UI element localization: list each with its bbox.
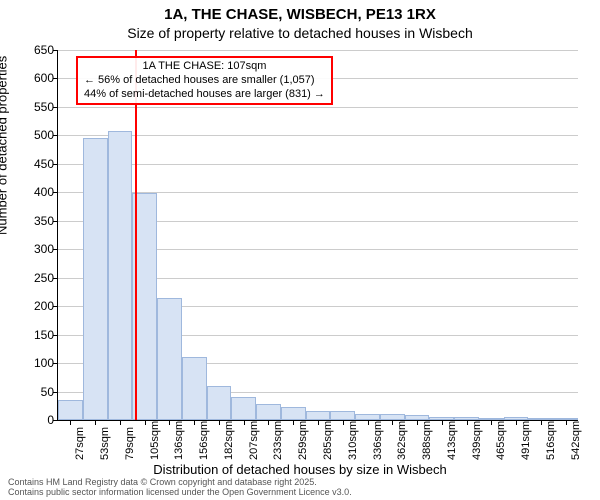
histogram-bar	[182, 357, 207, 420]
annotation-box: 1A THE CHASE: 107sqm ← 56% of detached h…	[76, 56, 333, 105]
chart-root: 1A, THE CHASE, WISBECH, PE13 1RX Size of…	[0, 0, 600, 500]
y-tick-label: 400	[34, 185, 54, 199]
y-tick	[53, 306, 58, 307]
histogram-bar	[207, 386, 232, 420]
chart-subtitle: Size of property relative to detached ho…	[0, 25, 600, 41]
y-tick	[53, 107, 58, 108]
y-tick-label: 550	[34, 100, 54, 114]
x-tick-label: 136sqm	[173, 421, 185, 460]
y-tick-label: 500	[34, 128, 54, 142]
annotation-line-3: 44% of semi-detached houses are larger (…	[84, 88, 325, 102]
y-tick	[53, 335, 58, 336]
x-tick-label: 413sqm	[446, 421, 458, 460]
x-tick-label: 53sqm	[99, 427, 111, 460]
y-tick	[53, 420, 58, 421]
y-tick	[53, 135, 58, 136]
histogram-bar	[83, 138, 108, 420]
x-tick-label: 27sqm	[74, 427, 86, 460]
x-tick-label: 465sqm	[495, 421, 507, 460]
x-tick-label: 105sqm	[149, 421, 161, 460]
x-tick-label: 439sqm	[471, 421, 483, 460]
property-marker-line	[135, 50, 137, 420]
y-tick	[53, 249, 58, 250]
x-tick-label: 362sqm	[396, 421, 408, 460]
histogram-bar	[256, 404, 281, 420]
x-axis-label: Distribution of detached houses by size …	[0, 462, 600, 477]
x-tick-label: 233sqm	[272, 421, 284, 460]
y-tick-label: 150	[34, 328, 54, 342]
y-tick-label: 100	[34, 356, 54, 370]
x-axis-tick-labels: 27sqm 53sqm 79sqm 105sqm 136sqm 156sqm 182sqm 2…	[58, 422, 578, 462]
x-tick-label: 516sqm	[545, 421, 557, 460]
y-tick-label: 450	[34, 157, 54, 171]
y-tick	[53, 192, 58, 193]
x-tick-label: 79sqm	[124, 427, 136, 460]
y-tick-label: 50	[41, 385, 54, 399]
y-tick	[53, 78, 58, 79]
credits: Contains HM Land Registry data © Crown c…	[8, 478, 352, 498]
y-tick-label: 600	[34, 71, 54, 85]
x-tick-label: 310sqm	[347, 421, 359, 460]
y-tick	[53, 278, 58, 279]
x-tick-label: 542sqm	[570, 421, 582, 460]
y-tick-label: 300	[34, 242, 54, 256]
y-tick	[53, 363, 58, 364]
histogram-bar	[58, 400, 83, 420]
y-tick-label: 250	[34, 271, 54, 285]
annotation-line-1: 1A THE CHASE: 107sqm	[84, 60, 325, 74]
y-axis-tick-labels: 050100150200250300350400450500550600650	[0, 50, 54, 420]
x-tick-label: 336sqm	[372, 421, 384, 460]
histogram-bar	[108, 131, 133, 420]
y-tick	[53, 392, 58, 393]
histogram-bar	[306, 411, 331, 420]
y-axis-line	[57, 50, 58, 420]
chart-title: 1A, THE CHASE, WISBECH, PE13 1RX	[0, 6, 600, 23]
x-tick-label: 491sqm	[520, 421, 532, 460]
credits-line-2: Contains public sector information licen…	[8, 488, 352, 498]
y-tick	[53, 50, 58, 51]
y-tick-label: 200	[34, 299, 54, 313]
plot-area: 1A THE CHASE: 107sqm ← 56% of detached h…	[58, 50, 578, 420]
x-tick-label: 388sqm	[421, 421, 433, 460]
y-tick	[53, 164, 58, 165]
histogram-bar	[231, 397, 256, 420]
x-tick-label: 259sqm	[297, 421, 309, 460]
histogram-bar	[157, 298, 182, 420]
y-tick	[53, 221, 58, 222]
histogram-bar	[281, 407, 306, 420]
histogram-bar	[330, 411, 355, 420]
x-tick-label: 182sqm	[223, 421, 235, 460]
x-tick-label: 156sqm	[198, 421, 210, 460]
x-tick-label: 285sqm	[322, 421, 334, 460]
y-tick-label: 350	[34, 214, 54, 228]
y-tick-label: 650	[34, 43, 54, 57]
annotation-line-2: ← 56% of detached houses are smaller (1,…	[84, 74, 325, 88]
x-tick-label: 207sqm	[248, 421, 260, 460]
